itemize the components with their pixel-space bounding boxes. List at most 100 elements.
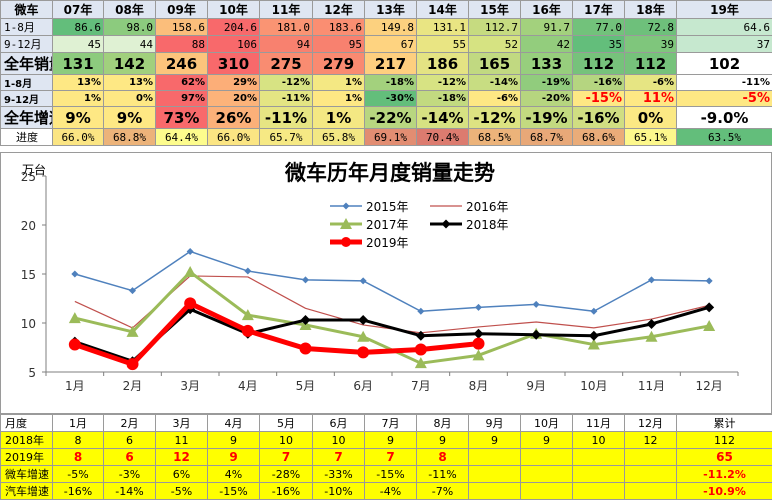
table-corner-label: 微车 (0, 0, 53, 19)
row-label: 2018年 (0, 431, 53, 449)
table-cell: 68.8% (103, 128, 156, 146)
data-point (68, 338, 81, 351)
annual-sales-table: 微车 07年 08年 09年 10年 11年 12年 13年 14年 15年 16年 17年 18年 19… (0, 0, 772, 146)
data-point (531, 329, 542, 340)
table-cell: -28% (259, 465, 313, 483)
table-cell: 26% (207, 106, 260, 129)
month-header: 4月 (207, 414, 260, 432)
month-header: 累计 (676, 414, 772, 432)
table-cell: 70.4% (416, 128, 469, 146)
monthly-sales-table: 月度 1月 2月 3月 4月 5月 6月 7月 8月 9月 10月 11月 12月 累计 2018年 8 6 11… (0, 414, 772, 500)
year-header: 10年 (207, 0, 260, 19)
year-header: 07年 (52, 0, 104, 19)
table-cell: 91.7 (520, 18, 573, 36)
table-cell: -10.9% (676, 482, 772, 500)
month-header: 3月 (155, 414, 208, 432)
y-axis-unit: 万台 (22, 162, 46, 177)
table-cell: -12% (416, 74, 469, 91)
table-cell: 73% (155, 106, 208, 129)
data-point (587, 338, 600, 350)
table-cell: 8 (416, 448, 469, 466)
y-tick-label: 20 (21, 219, 36, 233)
legend-entry: 2015年 (330, 200, 409, 214)
table-cell: 37 (676, 35, 772, 53)
table-cell: 204.6 (207, 18, 260, 36)
table-cell: -18% (416, 90, 469, 107)
legend-marker (441, 219, 451, 229)
year-header: 17年 (572, 0, 625, 19)
table-cell: -11% (416, 465, 469, 483)
table-cell: 181.0 (259, 18, 313, 36)
table-cell (520, 465, 573, 483)
series-line (74, 300, 479, 367)
data-point (71, 270, 79, 278)
month-header: 6月 (312, 414, 365, 432)
row-label: 9-12月 (0, 35, 53, 53)
table-cell: 29% (207, 74, 260, 91)
table-cell (468, 482, 521, 500)
data-point (414, 343, 427, 356)
table-cell: 158.6 (155, 18, 208, 36)
table-cell: -10% (312, 482, 365, 500)
table-cell: 1% (52, 90, 104, 107)
data-point (648, 276, 655, 284)
table-cell: 35 (572, 35, 625, 53)
table-cell (468, 465, 521, 483)
legend-entry: 2019年 (330, 236, 409, 250)
table-cell: 11 (155, 431, 208, 449)
y-tick-label: 15 (21, 268, 36, 282)
table-cell: 9 (468, 431, 521, 449)
table-cell: 6% (155, 465, 208, 483)
table-cell (624, 482, 677, 500)
data-point (703, 319, 716, 331)
table-cell (520, 482, 573, 500)
row-label: 进度 (0, 128, 53, 146)
legend-label: 2018年 (466, 218, 509, 232)
table-cell: 310 (207, 52, 260, 75)
table-cell: -11% (259, 106, 313, 129)
table-cell: 12 (155, 448, 208, 466)
table-cell: 4% (207, 465, 260, 483)
table-cell: -20% (520, 90, 573, 107)
data-point (299, 342, 312, 355)
data-point (645, 330, 658, 342)
y-tick-label: 10 (21, 317, 36, 331)
line-chart: 微车历年月度销量走势 万台 5 10 15 20 25 1月 2月 3月 4月 5月 6月 7月 8月 9… (0, 152, 772, 414)
row-label: 汽车增速 (0, 482, 53, 500)
row-label: 2019年 (0, 448, 53, 466)
table-cell: -18% (364, 74, 417, 91)
year-header: 12年 (312, 0, 365, 19)
table-cell: -22% (364, 106, 417, 129)
table-cell: 95 (312, 35, 365, 53)
data-point (472, 337, 485, 350)
chart-title: 微车历年月度销量走势 (284, 161, 495, 185)
table-cell: 112 (676, 431, 772, 449)
table-cell: 7 (259, 448, 313, 466)
x-tick-label: 3月 (180, 379, 200, 393)
table-cell: 9 (364, 431, 417, 449)
month-header: 10月 (520, 414, 573, 432)
table-cell: 65 (676, 448, 772, 466)
table-cell: -15% (572, 90, 625, 107)
month-header: 12月 (624, 414, 677, 432)
table-cell: 45 (52, 35, 104, 53)
row-label: 1-8月 (0, 18, 53, 36)
legend-entry: 2018年 (430, 218, 509, 232)
year-header: 11年 (259, 0, 313, 19)
table-cell (520, 448, 573, 466)
table-cell: 67 (364, 35, 417, 53)
table-cell: -16% (52, 482, 104, 500)
year-header: 15年 (468, 0, 521, 19)
table-cell (624, 465, 677, 483)
data-point (129, 287, 136, 295)
data-point (415, 330, 426, 341)
table-cell: 68.5% (468, 128, 521, 146)
data-point (532, 300, 540, 308)
table-cell: 1% (312, 106, 365, 129)
table-cell: 13% (103, 74, 156, 91)
table-cell: -30% (364, 90, 417, 107)
x-tick-label: 8月 (469, 379, 489, 393)
legend-label: 2016年 (466, 200, 509, 214)
table-cell: 97% (155, 90, 208, 107)
series-2015年 (71, 247, 713, 315)
